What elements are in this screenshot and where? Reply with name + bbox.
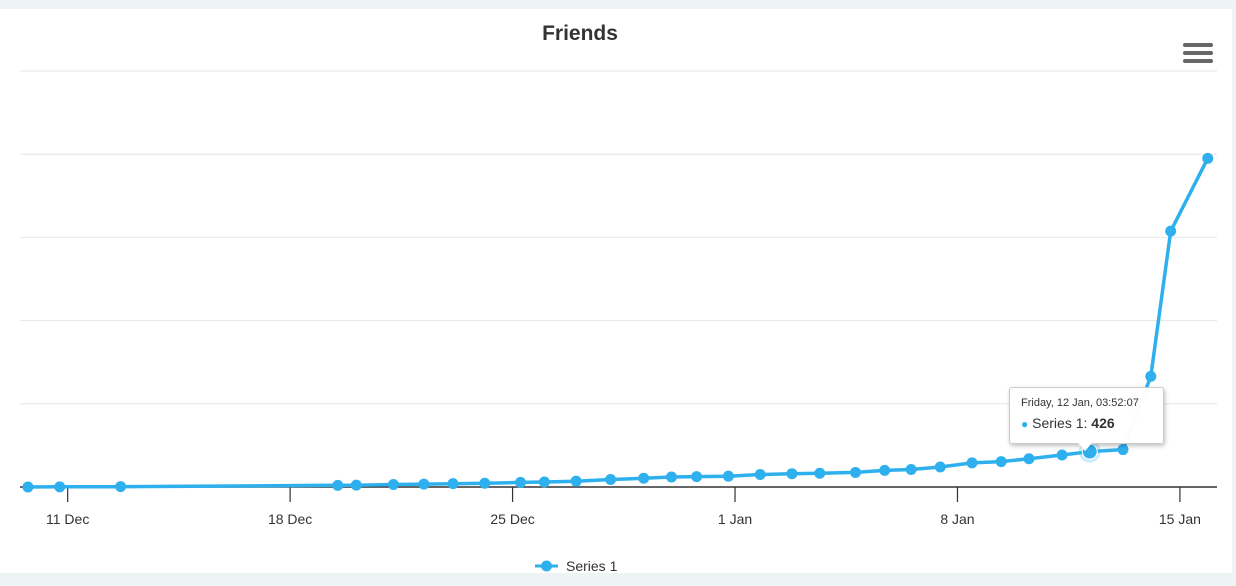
data-point[interactable] — [691, 471, 703, 483]
data-point[interactable] — [966, 457, 978, 469]
data-point[interactable] — [722, 470, 734, 482]
data-point[interactable] — [115, 481, 127, 493]
x-tick-label: 25 Dec — [490, 511, 534, 527]
x-tick-label: 15 Jan — [1159, 511, 1201, 527]
data-point[interactable] — [638, 472, 650, 484]
data-point[interactable] — [350, 479, 362, 491]
data-point[interactable] — [1145, 370, 1157, 382]
hamburger-menu-icon[interactable] — [1183, 43, 1213, 67]
data-point[interactable] — [905, 464, 917, 476]
chart-title: Friends — [542, 22, 618, 45]
y-gridlines — [20, 70, 1217, 405]
data-point[interactable] — [1117, 444, 1129, 456]
data-point[interactable] — [814, 467, 826, 479]
tooltip-value: 426 — [1091, 415, 1115, 431]
data-point[interactable] — [515, 476, 527, 488]
data-point[interactable] — [934, 461, 946, 473]
data-point[interactable] — [1056, 449, 1068, 461]
data-point[interactable] — [786, 468, 798, 480]
data-point[interactable] — [605, 474, 617, 486]
data-point[interactable] — [665, 471, 677, 483]
data-point[interactable] — [54, 481, 66, 493]
friends-line-chart: Friends 11 Dec 18 Dec 25 Dec 1 Jan 8 Jan 15 J… — [20, 22, 1217, 573]
data-point[interactable] — [479, 477, 491, 489]
legend[interactable]: Series 1 — [535, 558, 618, 573]
tooltip-series-label: Series 1: — [1032, 415, 1092, 431]
x-tick-label: 11 Dec — [46, 511, 89, 527]
data-point[interactable] — [447, 478, 459, 490]
legend-symbol-marker — [541, 560, 552, 572]
x-tick-label: 18 Dec — [268, 511, 312, 527]
x-tick-label: 1 Jan — [718, 511, 752, 527]
chart-container: Friends 11 Dec 18 Dec 25 Dec 1 Jan 8 Jan 15 J… — [0, 9, 1232, 573]
data-point[interactable] — [879, 464, 891, 476]
data-point[interactable] — [387, 479, 399, 491]
tooltip-pointer — [1078, 443, 1092, 451]
x-tick-label: 8 Jan — [940, 511, 974, 527]
x-axis: 11 Dec 18 Dec 25 Dec 1 Jan 8 Jan 15 Jan — [20, 486, 1217, 527]
data-point[interactable] — [850, 466, 862, 478]
data-point[interactable] — [995, 456, 1007, 468]
legend-item-series-1[interactable]: Series 1 — [566, 558, 618, 573]
data-point[interactable] — [22, 481, 34, 493]
data-point[interactable] — [1165, 225, 1177, 237]
data-point[interactable] — [538, 476, 550, 488]
point-tooltip: Friday, 12 Jan, 03:52:07 ● Series 1: 426 — [1009, 387, 1164, 444]
tooltip-value-line: ● Series 1: 426 — [1021, 415, 1152, 431]
data-point[interactable] — [332, 479, 344, 491]
data-point[interactable] — [1023, 453, 1035, 465]
data-point[interactable] — [754, 469, 766, 481]
data-point[interactable] — [418, 478, 430, 490]
data-point[interactable] — [1202, 152, 1214, 164]
data-point[interactable] — [570, 475, 582, 487]
tooltip-series-dot-icon: ● — [1021, 417, 1029, 431]
tooltip-date: Friday, 12 Jan, 03:52:07 — [1021, 397, 1139, 409]
